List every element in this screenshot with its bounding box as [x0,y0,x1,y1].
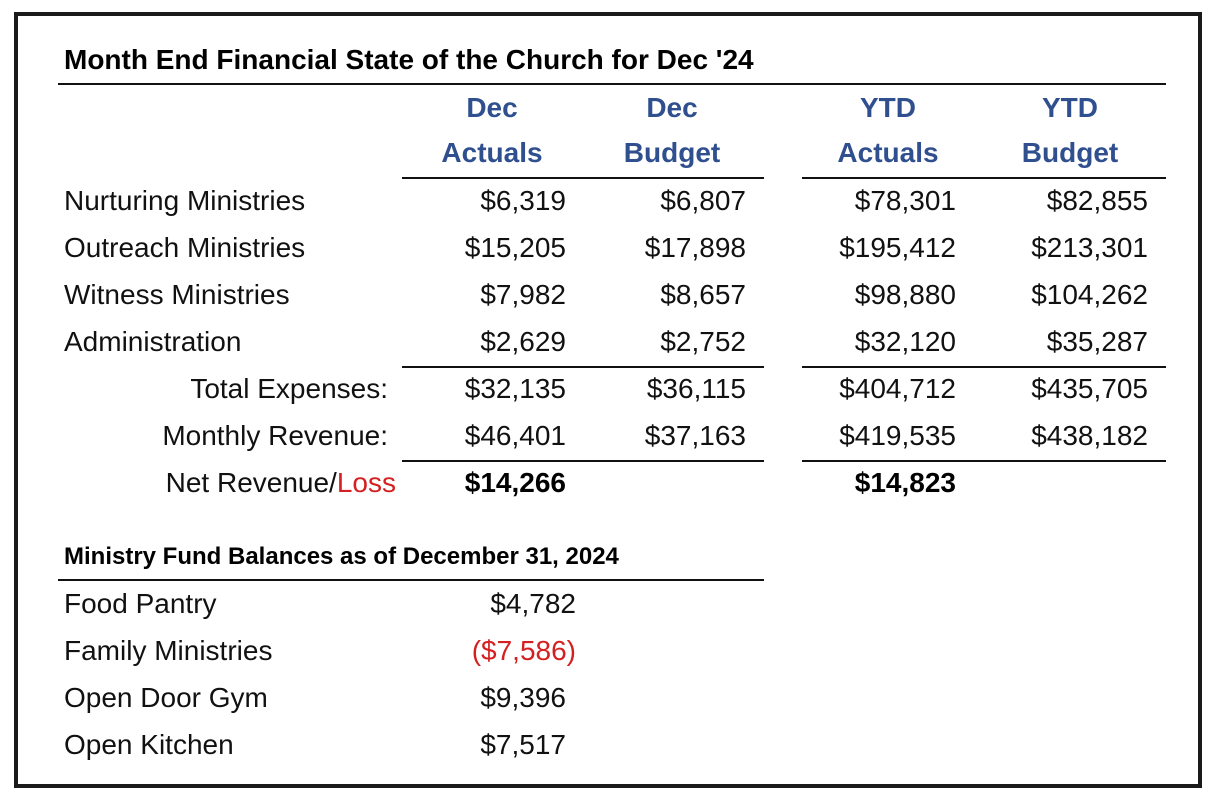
net-dec-actual: $14,266 [464,467,566,498]
cell-dec-actual: $2,629 [480,326,566,357]
fund-value: $4,782 [490,588,576,619]
fund-label: Family Ministries [64,635,273,666]
cell-dec-budget: $8,657 [660,279,746,310]
cell-ytd-actual: $404,712 [839,373,956,404]
cell-ytd-budget: $82,855 [1046,185,1148,216]
row-label: Outreach Ministries [64,232,306,263]
cell-ytd-budget: $435,705 [1031,373,1148,404]
fund-label: Open Kitchen [64,729,234,760]
fund-value: $9,396 [480,682,566,713]
row-label: Nurturing Ministries [64,185,306,216]
cell-ytd-budget: $438,182 [1031,420,1148,451]
header-ytd-budget-line1: YTD [1042,92,1098,123]
cell-ytd-actual: $195,412 [839,232,956,263]
cell-ytd-actual: $98,880 [854,279,956,310]
cell-ytd-budget: $104,262 [1031,279,1148,310]
net-revenue-text: Net Revenue/ [165,467,337,498]
header-dec-budget-line2: Budget [623,137,721,168]
fund-value-negative: ($7,586) [471,635,576,666]
cell-dec-actual: $46,401 [464,420,566,451]
cell-ytd-actual: $32,120 [854,326,956,357]
cell-dec-budget: $2,752 [660,326,746,357]
cell-ytd-actual: $419,535 [839,420,956,451]
cell-dec-actual: $32,135 [464,373,566,404]
fund-value: $7,517 [480,729,566,760]
row-label: Witness Ministries [64,279,290,310]
header-dec-actuals-line1: Dec [466,92,518,123]
header-underline-ytd [802,177,1166,179]
cell-dec-budget: $6,807 [660,185,746,216]
net-revenue-label: Net Revenue/Loss [64,467,396,499]
cell-dec-actual: $7,982 [480,279,566,310]
report-title: Month End Financial State of the Church … [64,44,754,75]
header-dec-actuals-line2: Actuals [441,137,543,168]
title-underline [58,83,1166,85]
cell-dec-budget: $37,163 [644,420,746,451]
cell-ytd-budget: $213,301 [1031,232,1148,263]
row-label: Administration [64,326,242,357]
header-ytd-budget-line2: Budget [1021,137,1119,168]
total-line-dec [402,460,764,462]
net-ytd-actual: $14,823 [854,467,956,498]
header-dec-budget-line1: Dec [646,92,698,123]
cell-dec-budget: $17,898 [644,232,746,263]
fund-balances-title: Ministry Fund Balances as of December 31… [64,543,619,570]
header-ytd-actuals-line1: YTD [860,92,916,123]
header-ytd-actuals-line2: Actuals [837,137,939,168]
subtotal-line-dec [402,366,764,368]
subtotal-line-ytd [802,366,1166,368]
fund-label: Open Door Gym [64,682,268,713]
fund-label: Food Pantry [64,588,217,619]
cell-ytd-actual: $78,301 [854,185,956,216]
cell-dec-actual: $6,319 [480,185,566,216]
loss-text: Loss [336,467,396,498]
header-underline-dec [402,177,764,179]
cell-ytd-budget: $35,287 [1046,326,1148,357]
total-line-ytd [802,460,1166,462]
cell-dec-budget: $36,115 [646,373,746,404]
fund-balances-underline [58,579,764,581]
total-expenses-label: Total Expenses: [190,373,388,404]
report-frame [14,12,1202,788]
cell-dec-actual: $15,205 [464,232,566,263]
monthly-revenue-label: Monthly Revenue: [162,420,388,451]
